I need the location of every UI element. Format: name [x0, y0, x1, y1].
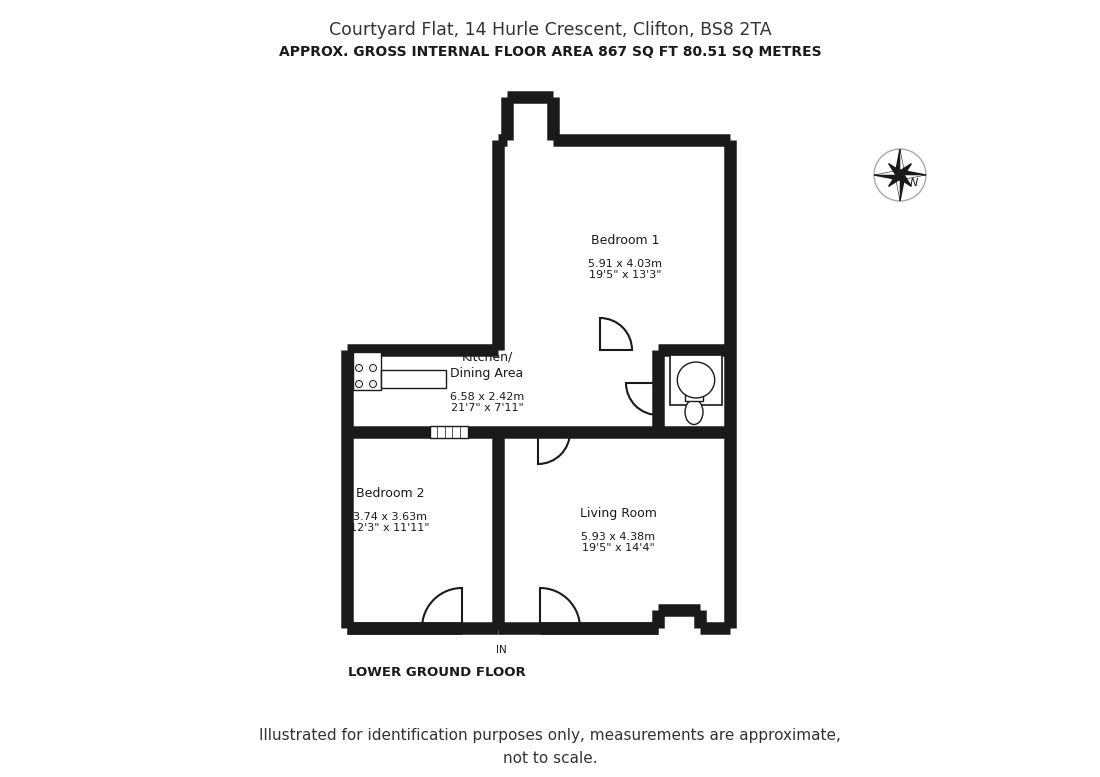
Text: 3.74 x 3.63m: 3.74 x 3.63m — [353, 512, 427, 522]
Polygon shape — [346, 97, 730, 628]
Polygon shape — [900, 175, 926, 180]
Text: 21'7" x 7'11": 21'7" x 7'11" — [451, 403, 524, 413]
Circle shape — [370, 381, 376, 388]
Polygon shape — [900, 149, 905, 175]
Text: Bedroom 1: Bedroom 1 — [591, 234, 659, 247]
Bar — [353, 352, 381, 390]
Polygon shape — [900, 175, 905, 201]
Bar — [685, 392, 703, 401]
Text: Courtyard Flat, 14 Hurle Crescent, Clifton, BS8 2TA: Courtyard Flat, 14 Hurle Crescent, Clift… — [329, 21, 771, 39]
Text: Bedroom 2: Bedroom 2 — [355, 487, 425, 500]
Circle shape — [370, 364, 376, 371]
Text: 5.93 x 4.38m: 5.93 x 4.38m — [581, 532, 656, 542]
Text: 6.58 x 2.42m: 6.58 x 2.42m — [450, 392, 524, 402]
Text: Living Room: Living Room — [580, 507, 657, 520]
Bar — [381, 370, 446, 388]
Text: 19'5" x 14'4": 19'5" x 14'4" — [582, 543, 654, 553]
Polygon shape — [889, 164, 902, 177]
Bar — [670, 355, 722, 405]
Text: Illustrated for identification purposes only, measurements are approximate,
not : Illustrated for identification purposes … — [260, 728, 840, 765]
Bar — [430, 426, 468, 438]
Polygon shape — [895, 175, 900, 201]
Text: Kitchen/
Dining Area: Kitchen/ Dining Area — [450, 351, 524, 380]
Polygon shape — [895, 149, 900, 175]
Polygon shape — [900, 170, 926, 175]
Ellipse shape — [678, 362, 715, 398]
Text: APPROX. GROSS INTERNAL FLOOR AREA 867 SQ FT 80.51 SQ METRES: APPROX. GROSS INTERNAL FLOOR AREA 867 SQ… — [278, 45, 822, 59]
Text: N: N — [910, 178, 918, 188]
Text: IN: IN — [496, 645, 506, 655]
Polygon shape — [874, 175, 900, 180]
Polygon shape — [874, 170, 900, 175]
Text: 19'5" x 13'3": 19'5" x 13'3" — [588, 270, 661, 280]
Polygon shape — [898, 164, 912, 177]
Polygon shape — [889, 172, 902, 186]
Ellipse shape — [685, 399, 703, 424]
Circle shape — [355, 364, 363, 371]
Polygon shape — [898, 172, 912, 186]
Text: 5.91 x 4.03m: 5.91 x 4.03m — [588, 259, 662, 269]
Circle shape — [355, 381, 363, 388]
Text: LOWER GROUND FLOOR: LOWER GROUND FLOOR — [348, 665, 526, 678]
Text: 12'3" x 11'11": 12'3" x 11'11" — [350, 523, 430, 533]
